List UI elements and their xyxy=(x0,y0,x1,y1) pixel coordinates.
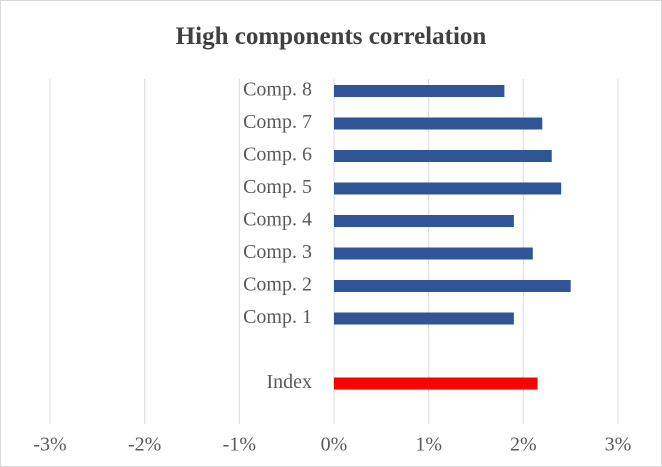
x-tick-label: -2% xyxy=(128,434,161,456)
bar xyxy=(334,117,543,130)
x-axis-tick-labels: -3% -2% -1% 0% 1% 2% 3% xyxy=(33,434,631,456)
category-labels: Comp. 8 Comp. 7 Comp. 6 Comp. 5 Comp. 4 Comp.… xyxy=(243,79,312,394)
category-label: Comp. 4 xyxy=(243,209,312,231)
x-tick-label: 0% xyxy=(321,434,348,456)
x-tick-label: 2% xyxy=(510,434,537,456)
bar xyxy=(334,85,505,97)
x-tick-label: -3% xyxy=(33,434,66,456)
bar xyxy=(334,182,562,195)
chart-title: High components correlation xyxy=(175,23,487,50)
bars xyxy=(334,85,571,390)
bar xyxy=(334,247,533,260)
x-tick-label: -1% xyxy=(223,434,256,456)
bar xyxy=(334,150,552,162)
bar xyxy=(334,280,571,292)
bar xyxy=(334,377,538,390)
category-label: Comp. 7 xyxy=(243,111,312,133)
category-label: Comp. 6 xyxy=(243,144,312,166)
category-label: Comp. 8 xyxy=(243,79,312,101)
category-label: Index xyxy=(266,371,312,393)
bar xyxy=(334,312,514,325)
category-label: Comp. 3 xyxy=(243,241,312,263)
category-label: Comp. 1 xyxy=(243,306,312,328)
category-label: Comp. 2 xyxy=(243,274,312,296)
category-label: Comp. 5 xyxy=(243,176,312,198)
x-tick-label: 1% xyxy=(415,434,442,456)
x-tick-label: 3% xyxy=(605,434,632,456)
bar xyxy=(334,215,514,227)
